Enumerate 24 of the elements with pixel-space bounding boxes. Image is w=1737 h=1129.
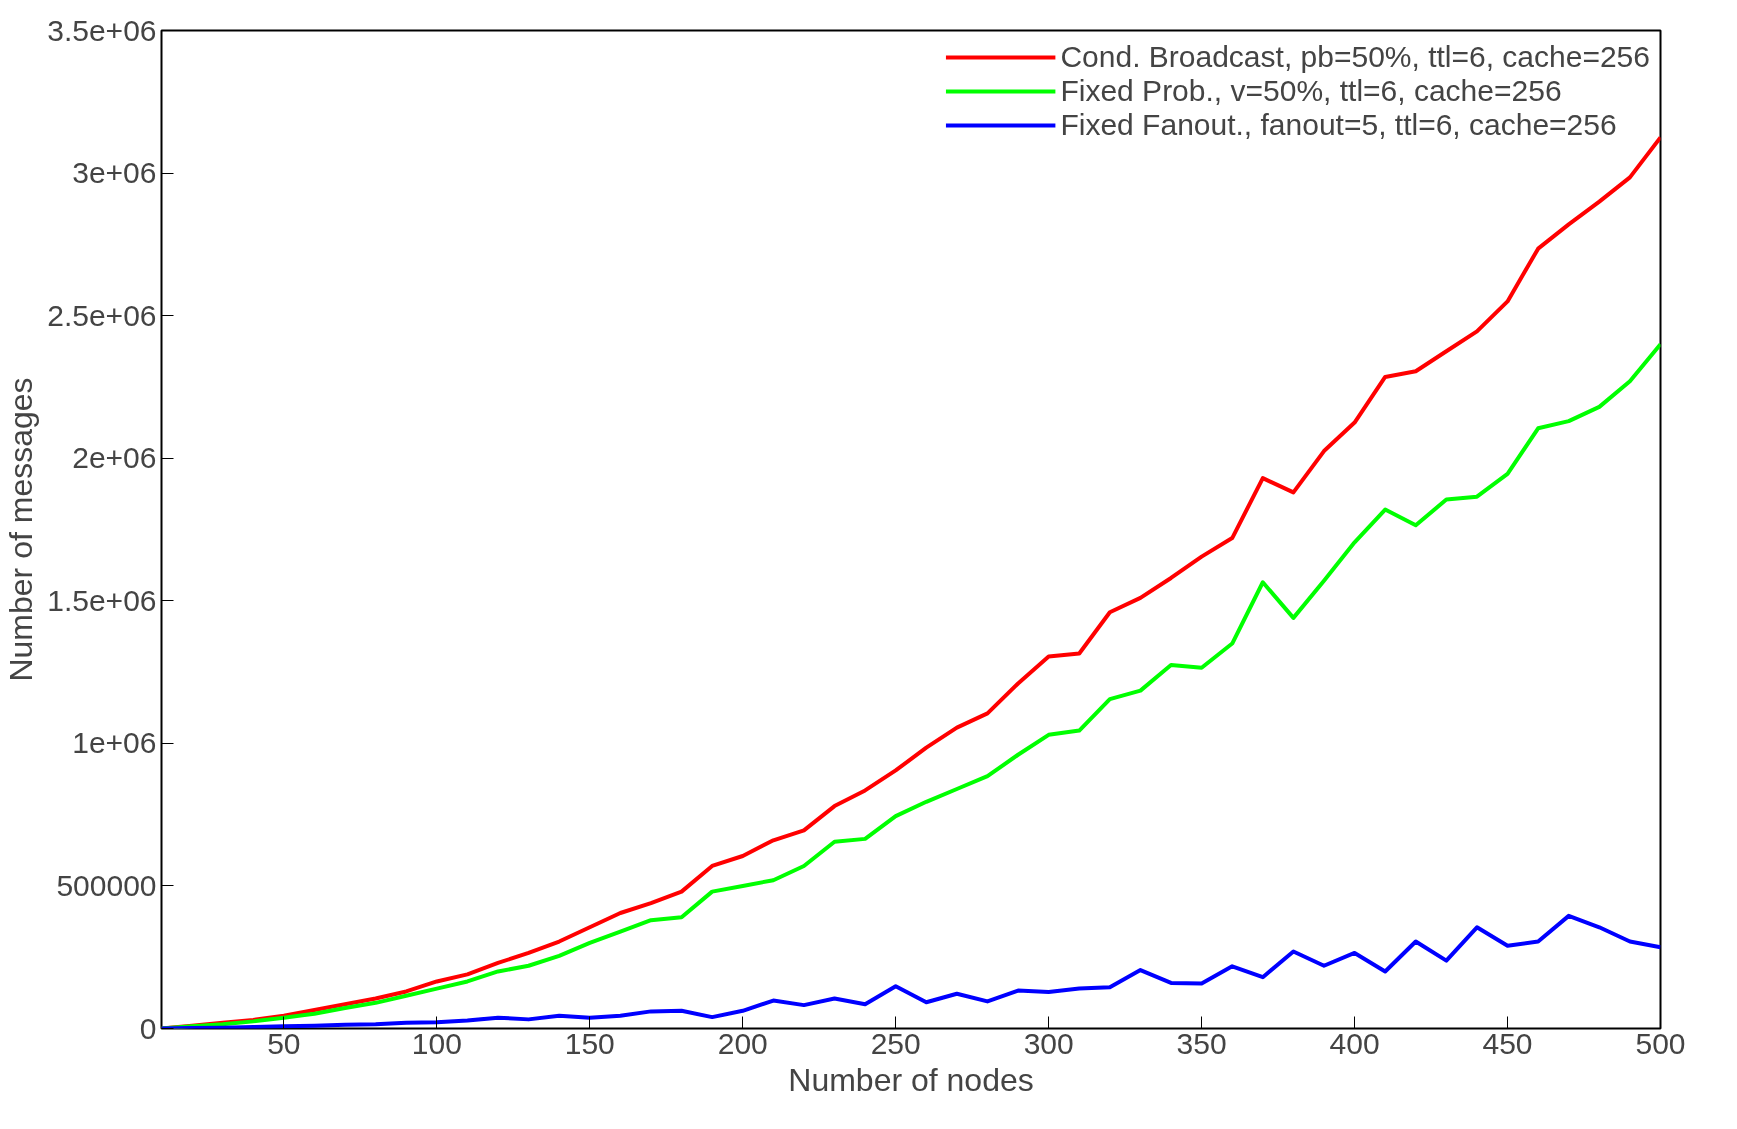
x-axis-title: Number of nodes [788,1061,1034,1098]
x-tick-label: 200 [717,1026,768,1060]
x-tick-label: 400 [1329,1026,1380,1060]
y-tick-label: 2e+06 [72,441,157,475]
y-tick-label: 1e+06 [72,726,157,760]
y-tick-label: 1.5e+06 [47,583,157,617]
x-tick-label: 250 [870,1026,921,1060]
y-tick-label: 2.5e+06 [47,298,157,332]
x-tick-label: 100 [411,1026,462,1060]
y-tick-label: 3e+06 [72,156,157,190]
x-tick-label: 300 [1023,1026,1074,1060]
line-series [161,913,1661,1029]
legend-label: Fixed Fanout., fanout=5, ttl=6, cache=256 [1060,108,1617,142]
x-tick-label: 450 [1482,1026,1533,1060]
legend-label: Cond. Broadcast, pb=50%, ttl=6, cache=256 [1060,40,1650,74]
y-axis-title: Number of messages [3,377,40,682]
y-tick-label: 3.5e+06 [47,13,157,47]
x-tick-label: 500 [1635,1026,1686,1060]
y-tick-label: 0 [139,1011,157,1045]
x-tick-label: 150 [564,1026,615,1060]
x-tick-label: 50 [267,1026,301,1060]
x-tick-label: 350 [1176,1026,1227,1060]
legend-label: Fixed Prob., v=50%, ttl=6, cache=256 [1060,74,1562,108]
y-tick-label: 500000 [56,868,157,902]
